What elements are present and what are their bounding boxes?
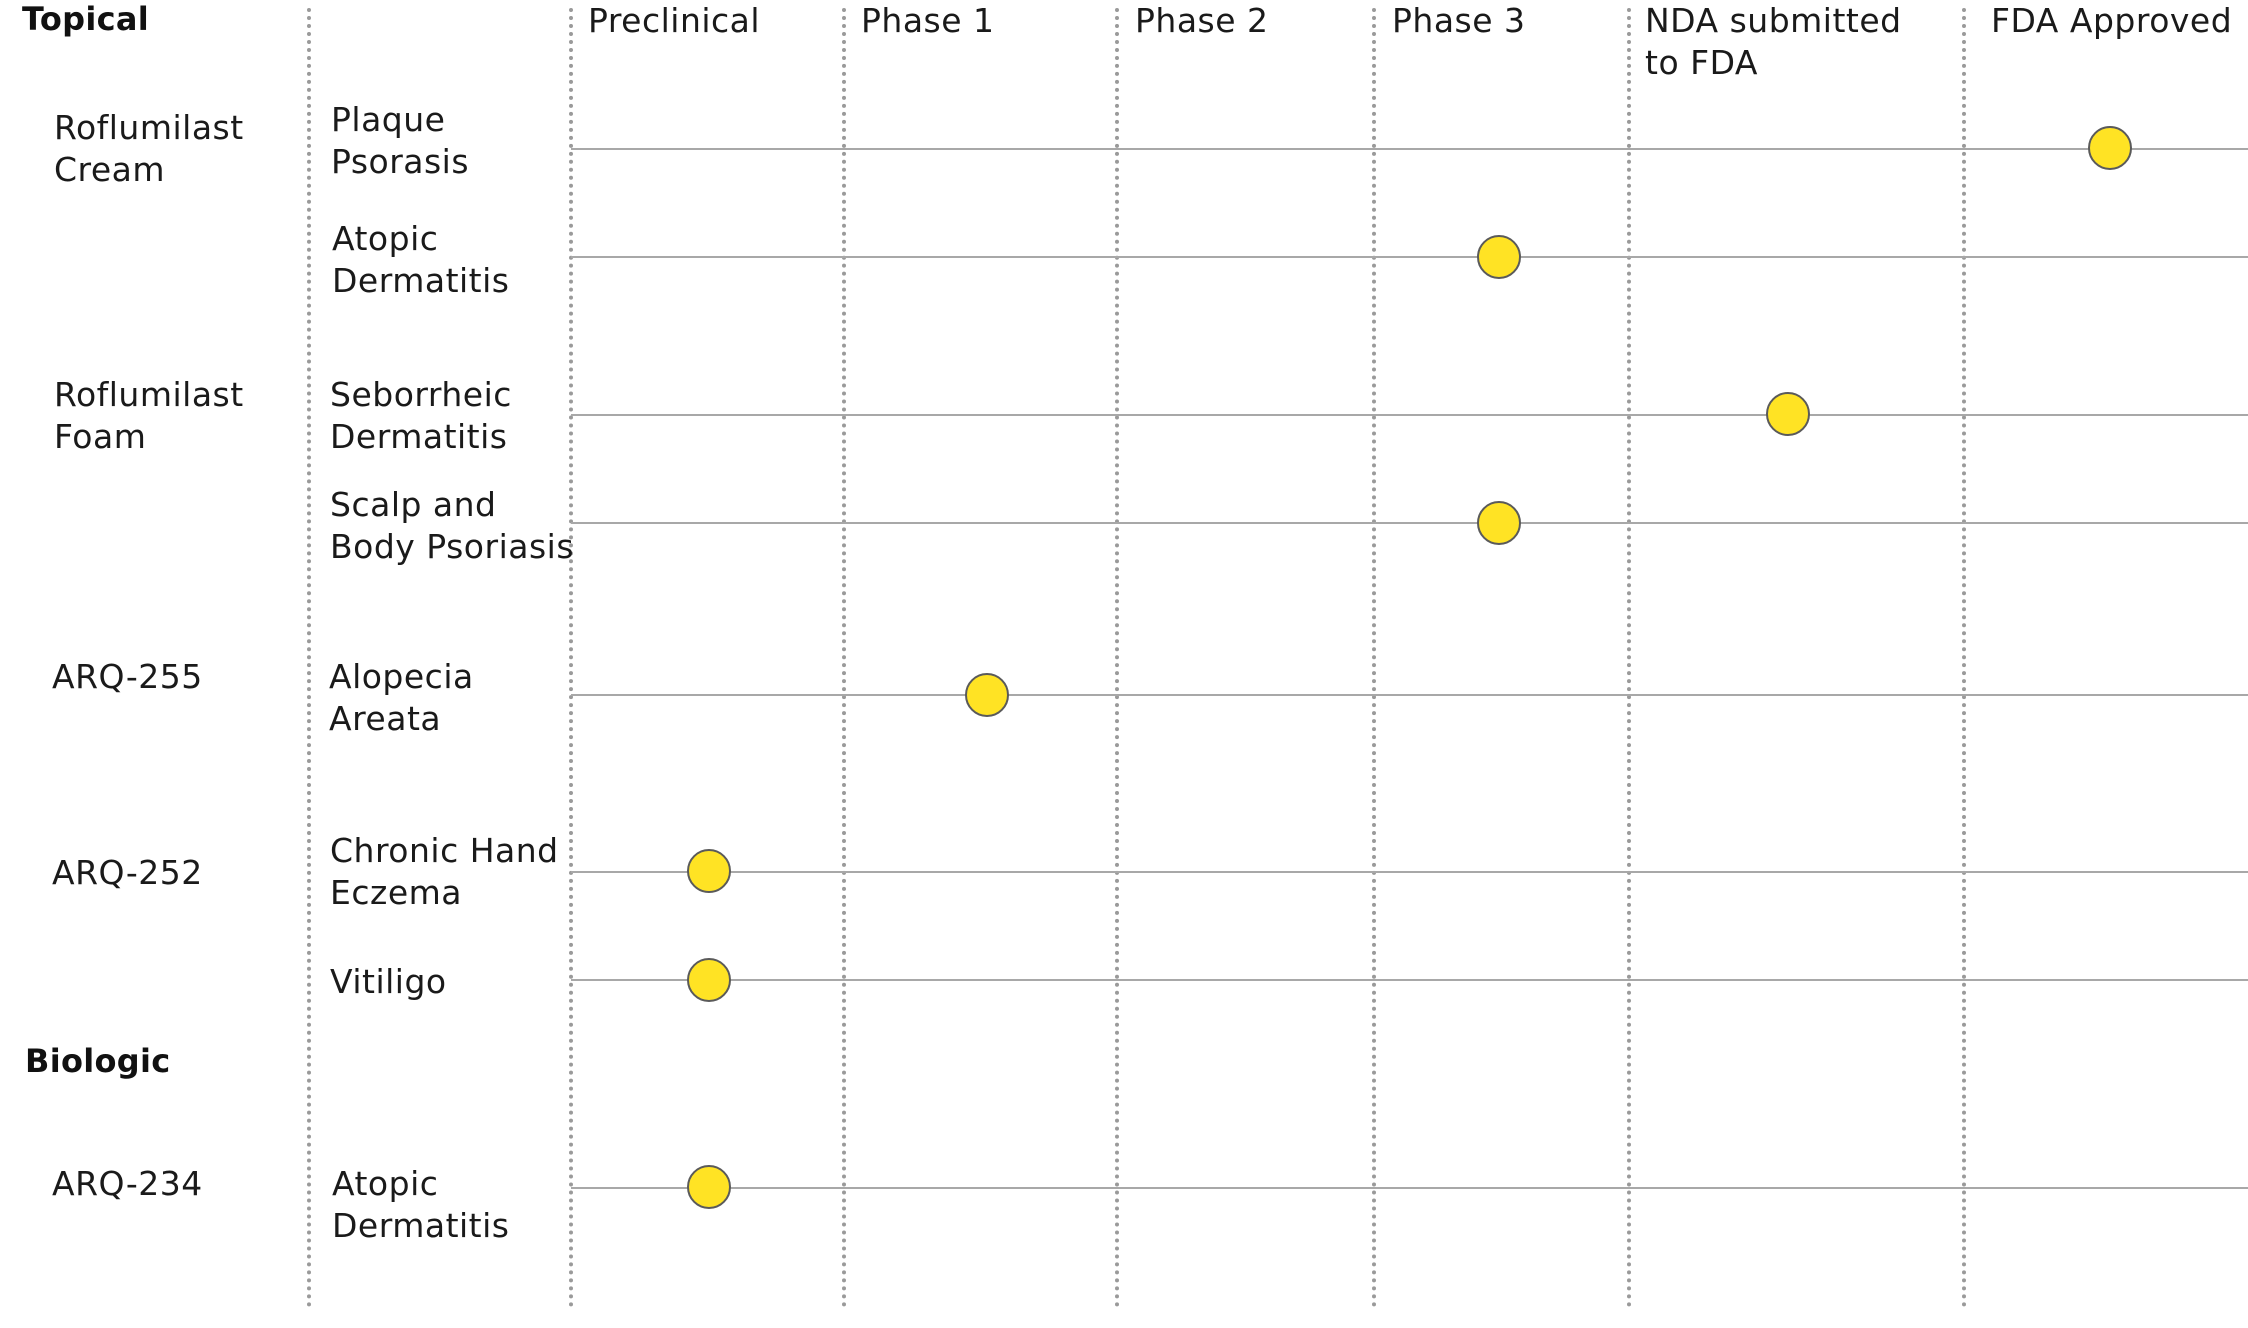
divider-phase3-nda <box>1627 8 1631 1308</box>
phase-header-phase-2: Phase 2 <box>1135 1 1269 40</box>
stage-marker-atopic-dermatitis <box>1477 235 1521 279</box>
row-track <box>571 979 2248 981</box>
indication-label-plaque-psorasis: Plaque Psorasis <box>331 100 470 181</box>
divider-product-indication <box>307 8 311 1308</box>
indication-label-scalp-body-psoriasis: Scalp and Body Psoriasis <box>330 485 575 566</box>
row-track <box>571 256 2248 258</box>
indication-label-atopic-dermatitis: Atopic Dermatitis <box>332 219 510 300</box>
phase-header-preclinical: Preclinical <box>588 1 761 40</box>
indication-label-alopecia-areata: Alopecia Areata <box>329 657 474 738</box>
divider-preclinical-phase1 <box>842 8 846 1308</box>
divider-phase2-phase3 <box>1372 8 1376 1308</box>
phase-header-fda-approved: FDA Approved <box>1991 1 2233 40</box>
product-label-arq-234: ARQ-234 <box>52 1164 203 1203</box>
divider-phase1-phase2 <box>1115 8 1119 1308</box>
indication-label-seborrheic-dermatitis: Seborrheic Dermatitis <box>330 375 512 456</box>
indication-label-atopic-dermatitis-biologic: Atopic Dermatitis <box>332 1164 510 1245</box>
product-label-arq-255: ARQ-255 <box>52 657 203 696</box>
product-label-roflumilast-foam: Roflumilast Foam <box>54 375 244 456</box>
phase-header-phase-1: Phase 1 <box>861 1 995 40</box>
indication-label-chronic-hand-eczema: Chronic Hand Eczema <box>330 831 559 912</box>
stage-marker-vitiligo <box>687 958 731 1002</box>
stage-marker-chronic-hand-eczema <box>687 849 731 893</box>
stage-marker-atopic-dermatitis-biologic <box>687 1165 731 1209</box>
row-track <box>571 148 2248 150</box>
divider-nda-approved <box>1962 8 1966 1308</box>
product-label-arq-252: ARQ-252 <box>52 853 203 892</box>
indication-label-vitiligo: Vitiligo <box>330 962 447 1001</box>
stage-marker-scalp-body-psoriasis <box>1477 501 1521 545</box>
phase-header-phase-3: Phase 3 <box>1392 1 1526 40</box>
row-track <box>571 522 2248 524</box>
row-track <box>571 694 2248 696</box>
product-label-roflumilast-cream: Roflumilast Cream <box>54 108 244 189</box>
divider-indication-preclinical <box>569 8 573 1308</box>
section-label-topical: Topical <box>22 0 150 38</box>
stage-marker-plaque-psorasis <box>2088 126 2132 170</box>
row-track <box>571 414 2248 416</box>
stage-marker-alopecia-areata <box>965 673 1009 717</box>
section-label-biologic: Biologic <box>25 1042 171 1080</box>
row-track <box>571 1187 2248 1189</box>
stage-marker-seborrheic-dermatitis <box>1766 392 1810 436</box>
row-track <box>571 871 2248 873</box>
phase-header-nda-submitted: NDA submitted to FDA <box>1645 1 1902 82</box>
